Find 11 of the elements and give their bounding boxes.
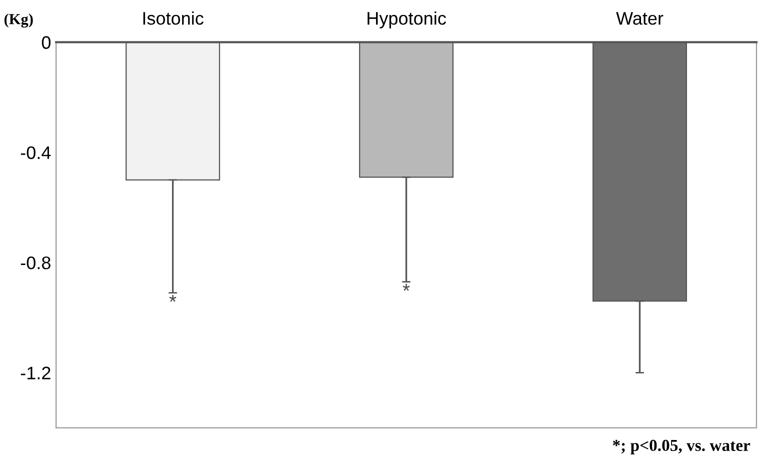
text: *; p<0.05, vs. water bbox=[612, 440, 750, 454]
x-tick-label: Isotonic bbox=[143, 12, 204, 25]
x-tick-label: Hypotonic bbox=[368, 12, 446, 28]
y-tick-label: -0.4 bbox=[20, 146, 51, 160]
y-tick-label: -1.2 bbox=[20, 366, 50, 380]
y-tick-label: -0.8 bbox=[20, 256, 50, 270]
y-axis-title: (Kg) bbox=[4, 14, 33, 28]
y-tick-label: 0 bbox=[42, 36, 51, 49]
x-tick-label: Water bbox=[616, 12, 664, 25]
annotation: * bbox=[169, 294, 176, 302]
annotation: * bbox=[402, 284, 410, 291]
